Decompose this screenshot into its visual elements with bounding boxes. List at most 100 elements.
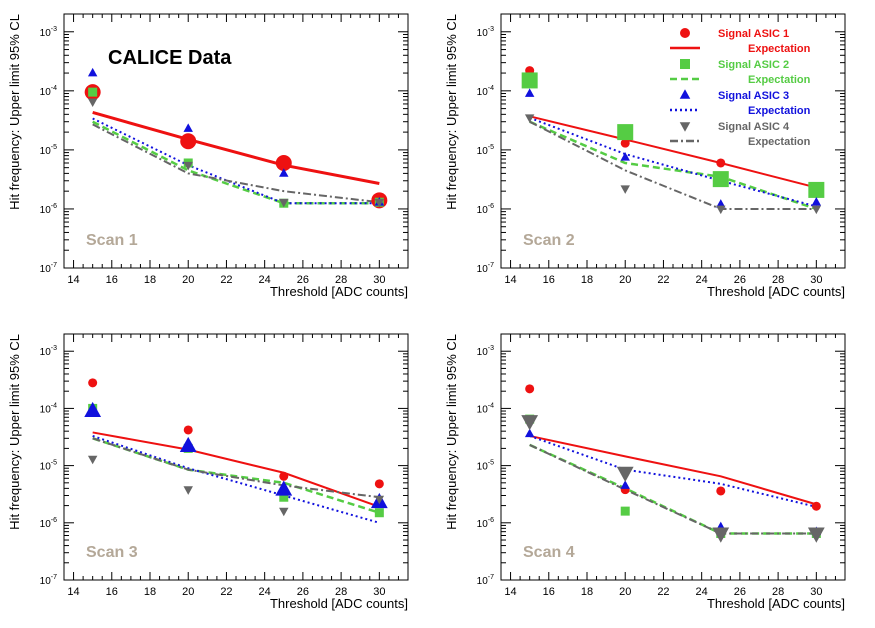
x-axis-title: Threshold [ADC counts] bbox=[270, 596, 408, 611]
x-tick-label: 14 bbox=[67, 274, 79, 286]
expectation-line-asic-4 bbox=[529, 444, 817, 535]
x-tick-label: 24 bbox=[696, 586, 708, 598]
y-tick-exponent: -4 bbox=[488, 402, 494, 409]
signal-marker-asic-1 bbox=[88, 378, 98, 388]
x-tick-label: 20 bbox=[619, 274, 631, 286]
legend-signal-asic-2: Signal ASIC 2 bbox=[718, 59, 789, 71]
signal-marker-asic-2 bbox=[88, 87, 98, 97]
y-tick-label: 10-3 bbox=[477, 26, 494, 39]
x-tick-label: 16 bbox=[543, 586, 555, 598]
y-tick-exponent: -7 bbox=[488, 574, 494, 581]
y-axis-title: Hit frequency: Upper limit 95% CL bbox=[444, 14, 459, 210]
y-tick-exponent: -4 bbox=[488, 85, 494, 92]
y-tick-base: 10 bbox=[40, 404, 52, 415]
expectation-line-asic-1 bbox=[529, 115, 817, 189]
x-axis-title: Threshold [ADC counts] bbox=[270, 284, 408, 299]
y-tick-exponent: -4 bbox=[51, 402, 57, 409]
signal-marker-asic-4 bbox=[712, 527, 730, 543]
y-tick-base: 10 bbox=[40, 576, 52, 587]
x-tick-label: 22 bbox=[220, 274, 232, 286]
x-tick-label: 20 bbox=[619, 586, 631, 598]
expectation-line-asic-1 bbox=[92, 431, 380, 508]
expectation-line-asic-3 bbox=[529, 116, 817, 208]
y-tick-label: 10-4 bbox=[40, 85, 57, 98]
y-tick-exponent: -6 bbox=[488, 517, 494, 524]
signal-marker-asic-1 bbox=[180, 133, 197, 150]
signal-marker-asic-2 bbox=[808, 181, 825, 198]
signal-marker-asic-2 bbox=[617, 124, 634, 141]
legend: Signal ASIC 1 Expectation Signal ASIC 2 Exp… bbox=[670, 28, 811, 148]
y-tick-label: 10-3 bbox=[477, 345, 494, 358]
expectation-line-asic-1 bbox=[92, 111, 380, 185]
x-tick-label: 24 bbox=[259, 586, 271, 598]
y-tick-base: 10 bbox=[40, 28, 52, 39]
y-axis-title: Hit frequency: Upper limit 95% CL bbox=[7, 14, 22, 210]
signal-marker-asic-1 bbox=[374, 479, 384, 489]
x-tick-label: 14 bbox=[504, 586, 516, 598]
y-tick-base: 10 bbox=[40, 347, 52, 358]
signal-marker-asic-4 bbox=[807, 527, 825, 543]
expectation-line-asic-3 bbox=[529, 435, 817, 508]
x-tick-label: 26 bbox=[297, 586, 309, 598]
y-tick-exponent: -6 bbox=[488, 203, 494, 210]
y-tick-exponent: -3 bbox=[488, 345, 494, 352]
legend-signal-asic-3: Signal ASIC 3 bbox=[718, 90, 789, 102]
x-tick-label: 16 bbox=[543, 274, 555, 286]
x-tick-label: 18 bbox=[581, 586, 593, 598]
legend-marker-asic-2 bbox=[680, 59, 690, 69]
signal-marker-asic-4 bbox=[183, 486, 193, 495]
signal-marker-asic-4 bbox=[279, 507, 289, 517]
legend-expectation-asic-3: Expectation bbox=[748, 105, 811, 117]
legend-expectation-asic-1: Expectation bbox=[748, 43, 811, 55]
y-axis-title: Hit frequency: Upper limit 95% CL bbox=[7, 334, 22, 530]
x-tick-label: 22 bbox=[657, 274, 669, 286]
signal-marker-asic-4 bbox=[524, 114, 535, 123]
y-tick-base: 10 bbox=[40, 87, 52, 98]
x-tick-label: 30 bbox=[810, 586, 822, 598]
y-tick-label: 10-5 bbox=[40, 460, 57, 473]
x-tick-label: 18 bbox=[144, 586, 156, 598]
y-tick-exponent: -5 bbox=[488, 144, 494, 151]
signal-marker-asic-4 bbox=[183, 161, 193, 171]
y-tick-base: 10 bbox=[477, 576, 489, 587]
signal-marker-asic-4 bbox=[279, 198, 289, 208]
signal-marker-asic-4 bbox=[620, 185, 630, 194]
x-tick-label: 22 bbox=[220, 586, 232, 598]
expectation-line-asic-3 bbox=[92, 435, 380, 524]
y-tick-base: 10 bbox=[477, 146, 489, 157]
x-tick-label: 18 bbox=[144, 274, 156, 286]
signal-marker-asic-4 bbox=[616, 466, 634, 482]
signal-marker-asic-4 bbox=[521, 415, 539, 431]
expectation-line-asic-4 bbox=[529, 120, 817, 210]
calice-data-label: CALICE Data bbox=[108, 47, 232, 69]
signal-marker-asic-4 bbox=[87, 98, 98, 108]
signal-marker-asic-2 bbox=[712, 171, 729, 188]
signal-marker-asic-3 bbox=[275, 480, 293, 496]
signal-marker-asic-1 bbox=[716, 158, 726, 168]
signal-marker-asic-1 bbox=[183, 425, 193, 435]
y-tick-exponent: -3 bbox=[51, 345, 57, 352]
x-tick-label: 26 bbox=[297, 274, 309, 286]
signal-marker-asic-3 bbox=[620, 152, 630, 161]
legend-marker-asic-1 bbox=[680, 28, 690, 38]
signal-marker-asic-1 bbox=[525, 384, 535, 394]
expectation-line-asic-4 bbox=[92, 123, 380, 204]
x-tick-label: 16 bbox=[106, 274, 118, 286]
signal-marker-asic-4 bbox=[374, 198, 385, 208]
signal-marker-asic-4 bbox=[374, 495, 385, 505]
expectation-line-asic-4 bbox=[92, 437, 380, 499]
y-tick-label: 10-3 bbox=[40, 345, 57, 358]
x-tick-label: 14 bbox=[504, 274, 516, 286]
legend-signal-asic-4: Signal ASIC 4 bbox=[718, 121, 790, 133]
y-tick-base: 10 bbox=[40, 205, 52, 216]
y-tick-exponent: -4 bbox=[51, 85, 57, 92]
x-tick-label: 18 bbox=[581, 274, 593, 286]
y-tick-exponent: -3 bbox=[488, 26, 494, 33]
scan-label: Scan 1 bbox=[86, 232, 138, 249]
signal-marker-asic-4 bbox=[811, 205, 822, 215]
x-tick-label: 30 bbox=[810, 274, 822, 286]
signal-marker-asic-1 bbox=[275, 154, 292, 171]
y-tick-label: 10-7 bbox=[477, 262, 494, 275]
expectation-line-asic-2 bbox=[529, 443, 817, 535]
